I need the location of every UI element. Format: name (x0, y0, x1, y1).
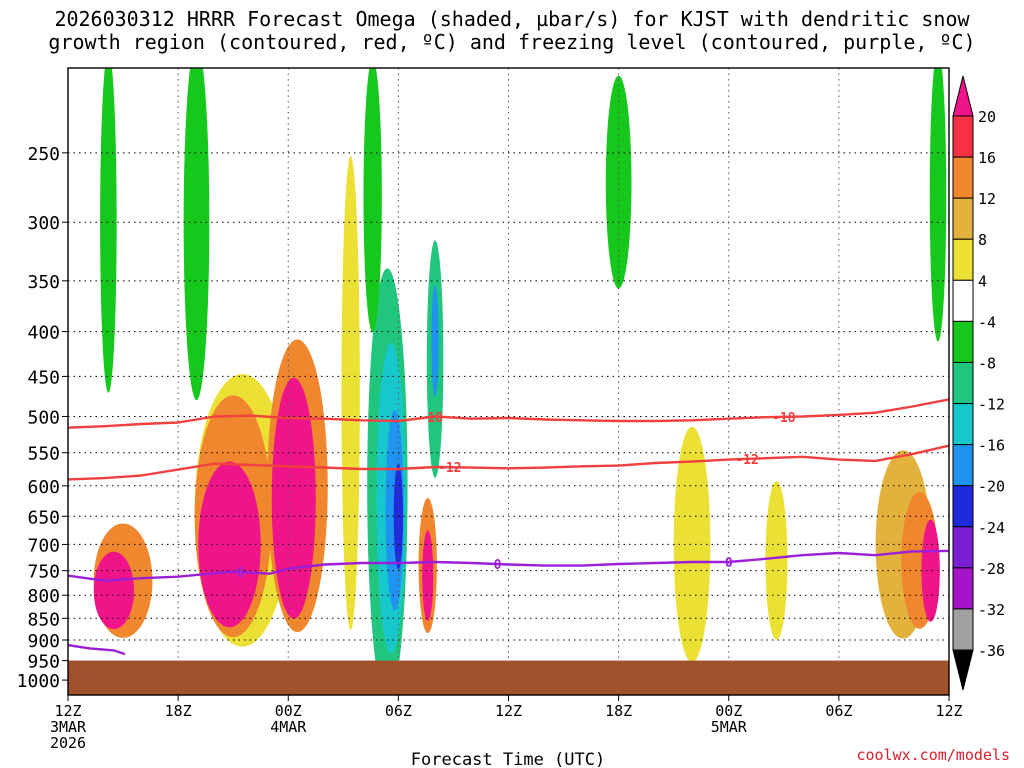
colorbar-swatch-9 (952, 485, 974, 528)
freezing-level-line-3 (68, 643, 126, 656)
colorbar-label-9: -20 (978, 478, 1005, 496)
omega-cell-9 (422, 530, 434, 621)
x-tick-label-5-0: 18Z (605, 702, 632, 720)
contour-label-2-1: 0 (494, 558, 502, 573)
omega-cell-22 (765, 481, 788, 640)
x-axis-label: Forecast Time (UTC) (411, 750, 605, 768)
colorbar-label-4: 4 (978, 272, 987, 290)
x-tick-label-2-1: 4MAR (270, 718, 307, 736)
x-tick-label-2-0: 00Z (275, 702, 302, 720)
contour-label-1-0: -12 (438, 461, 461, 476)
y-tick-label-10: 750 (27, 562, 60, 583)
colorbar-swatch-6 (952, 361, 974, 405)
x-tick-label-6-1: 5MAR (711, 718, 748, 736)
y-tick-label-13: 900 (27, 631, 60, 652)
colorbar-swatch-12 (952, 608, 974, 651)
colorbar-swatch-4 (952, 279, 974, 322)
freezing-level-line-2 (68, 549, 949, 582)
y-tick-label-14: 950 (27, 652, 60, 673)
colorbar-swatch-11 (952, 567, 974, 610)
colorbar-label-3: 8 (978, 231, 987, 249)
contour-label-2-0: 0 (237, 566, 245, 581)
y-tick-label-15: 1000 (17, 671, 60, 692)
x-tick-label-0-0: 12Z (54, 702, 81, 720)
colorbar-under-triangle (952, 649, 974, 691)
omega-cell-1 (93, 551, 135, 630)
x-tick-label-3-0: 06Z (385, 702, 412, 720)
y-tick-label-3: 400 (27, 323, 60, 344)
y-tick-label-1: 300 (27, 213, 60, 234)
colorbar-label-6: -8 (978, 354, 996, 372)
x-tick-label-4-0: 12Z (495, 702, 522, 720)
omega-cell-20 (929, 68, 947, 342)
site-credit[interactable]: coolwx.com/models (856, 746, 1010, 764)
x-tick-label-8-0: 12Z (935, 702, 962, 720)
x-tick-label-6-0: 00Z (715, 702, 742, 720)
colorbar-swatch-5 (952, 320, 974, 363)
colorbar-label-12: -32 (978, 601, 1005, 619)
y-tick-label-6: 550 (27, 444, 60, 465)
colorbar-label-13: -36 (978, 642, 1005, 660)
y-tick-label-2: 350 (27, 272, 60, 293)
omega-cell-19 (605, 75, 632, 289)
axes: 2503003504004505005506006507007508008509… (17, 67, 963, 752)
terrain-fill (68, 660, 949, 695)
y-tick-label-0: 250 (27, 144, 60, 165)
colorbar-swatch-8 (952, 444, 974, 487)
colorbar-label-8: -16 (978, 437, 1005, 455)
colorbar-swatch-1 (952, 156, 974, 199)
omega-cell-16 (100, 68, 117, 393)
y-tick-label-7: 600 (27, 477, 60, 498)
colorbar-label-11: -28 (978, 560, 1005, 578)
x-tick-label-7-0: 06Z (825, 702, 852, 720)
omega-cell-18 (363, 68, 382, 333)
colorbar-swatch-10 (952, 526, 974, 569)
colorbar-over-triangle (952, 75, 974, 117)
colorbar-swatch-0 (952, 115, 974, 158)
contour-label-0-0: -18 (420, 411, 444, 426)
contour-label-1-1: -12 (735, 453, 758, 468)
colorbar: 20 16 12 8 4 -4 -8 -12 -16 -20 -24 -28 -32 -36 (952, 75, 1005, 691)
colorbar-label-2: 12 (978, 190, 996, 208)
y-tick-label-12: 850 (27, 609, 60, 630)
x-tick-label-0-1: 3MAR (50, 718, 87, 736)
y-tick-label-8: 650 (27, 507, 60, 528)
contour-lines: -18 -18 -12 -12 0 0 0 (68, 398, 949, 656)
chart-title-line-2: growth region (contoured, red, ºC) and f… (48, 30, 976, 54)
colorbar-label-1: 16 (978, 149, 996, 167)
x-tick-label-0-2: 2026 (50, 734, 86, 752)
colorbar-label-5: -4 (978, 313, 996, 331)
colorbar-swatch-7 (952, 403, 974, 446)
colorbar-label-0: 20 (978, 108, 996, 126)
omega-cell-15 (431, 284, 439, 398)
omega-cell-7 (341, 156, 360, 630)
dendritic-line-0 (68, 398, 949, 429)
contour-label-0-1: -18 (772, 411, 796, 426)
omega-shading (93, 68, 947, 695)
x-tick-label-1-0: 18Z (165, 702, 192, 720)
colorbar-swatch-2 (952, 197, 974, 240)
y-tick-label-11: 800 (27, 586, 60, 607)
terrain-block (68, 660, 949, 695)
colorbar-label-7: -12 (978, 396, 1005, 414)
chart-title-line-1: 2026030312 HRRR Forecast Omega (shaded, … (54, 7, 970, 31)
omega-cell-4 (198, 461, 261, 628)
colorbar-label-10: -24 (978, 519, 1005, 537)
colorbar-swatch-3 (952, 238, 974, 281)
dendritic-line-1 (68, 444, 949, 481)
omega-cell-6 (271, 377, 316, 619)
omega-cell-25 (921, 519, 940, 622)
contour-label-2-2: 0 (725, 556, 733, 571)
y-tick-label-9: 700 (27, 535, 60, 556)
omega-cell-17 (183, 68, 210, 401)
grid-lines (68, 68, 949, 661)
y-tick-label-5: 500 (27, 407, 60, 428)
y-tick-label-4: 450 (27, 367, 60, 388)
